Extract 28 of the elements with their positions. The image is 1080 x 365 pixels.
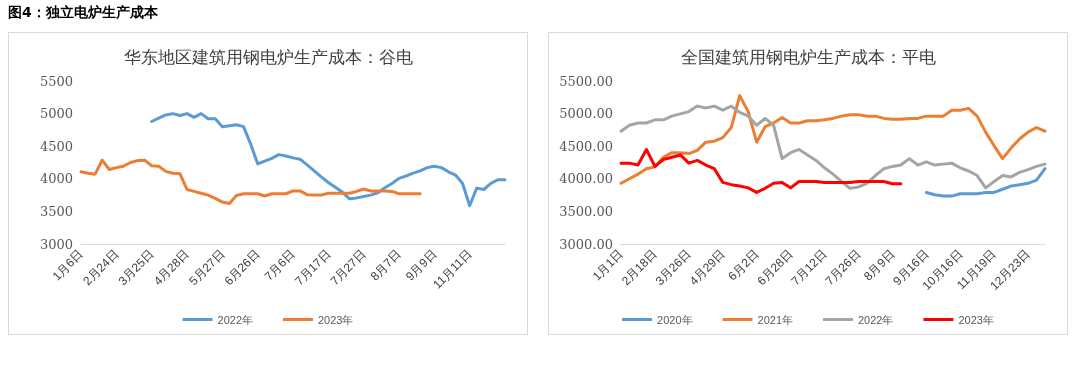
y-tick-label: 3500 (39, 203, 73, 219)
legend-label: 2023年 (318, 313, 354, 326)
y-tick-label: 3000 (39, 236, 73, 252)
chart-title: 全国建筑用钢电炉生产成本：平电 (680, 46, 936, 67)
y-tick-label: 5000 (39, 106, 73, 122)
y-tick-label: 4000 (39, 171, 73, 187)
y-tick-label: 5500 (39, 73, 73, 89)
line-series (619, 104, 1047, 190)
y-tick-label: 3000.00 (559, 236, 613, 252)
y-tick-label: 4000.00 (559, 171, 613, 187)
legend-label: 2023年 (958, 313, 994, 326)
legend-label: 2021年 (757, 313, 794, 326)
caption: 图4：独立电炉生产成本 (8, 4, 158, 22)
legend-label: 2020年 (657, 313, 693, 326)
legend-label: 2022年 (217, 313, 254, 326)
line-series (619, 147, 903, 194)
y-tick-label: 5500.00 (559, 73, 613, 89)
line-series (619, 94, 1047, 185)
chart-title: 华东地区建筑用钢电炉生产成本：谷电 (123, 46, 413, 67)
x-tick-label: 8月7日 (367, 247, 404, 284)
line-series (924, 167, 1047, 198)
y-tick-label: 4500.00 (559, 138, 613, 154)
y-tick-label: 4500 (39, 138, 73, 154)
y-tick-label: 5000.00 (559, 106, 613, 122)
y-tick-label: 3500.00 (559, 203, 613, 219)
line-series (79, 158, 422, 206)
line-series (150, 112, 507, 208)
legend-label: 2022年 (858, 313, 894, 326)
